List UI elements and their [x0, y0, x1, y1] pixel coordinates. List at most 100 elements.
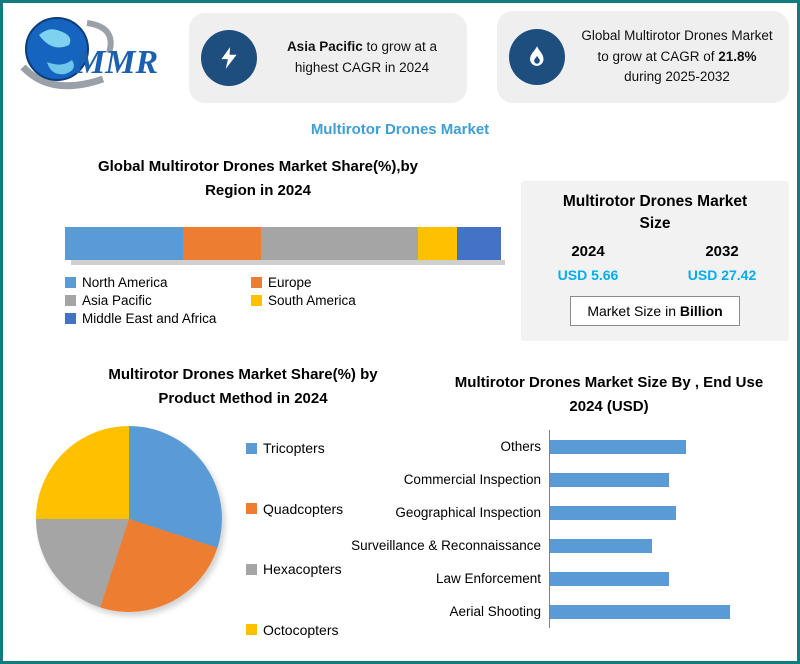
legend-item: Middle East and Africa	[65, 311, 251, 326]
market-size-value: USD 27.42	[687, 267, 757, 284]
region-chart-title: Global Multirotor Drones Market Share(%)…	[43, 155, 473, 203]
legend-label: Quadcopters	[263, 500, 344, 517]
region-bar-segment-2	[182, 227, 262, 260]
region-chart-title-line1: Global Multirotor Drones Market Share(%)…	[97, 158, 419, 175]
legend-item: Asia Pacific	[65, 293, 251, 308]
callout-bold-text: 21.8%	[718, 48, 757, 64]
legend-item: Tricopters	[246, 440, 416, 456]
region-chart-title-line2: Region in 2024	[205, 182, 311, 199]
callout-cagr-text: Global Multirotor Drones Market to grow …	[577, 26, 777, 89]
enduse-row: Commercial Inspection	[333, 463, 793, 496]
region-bar-segment-5	[457, 227, 501, 260]
year-2032-label: 2032	[705, 243, 739, 261]
logo-text: MMR	[74, 44, 158, 81]
enduse-bar-area	[549, 430, 793, 463]
region-bar-segment-1	[65, 227, 183, 260]
enduse-bar-area	[549, 496, 793, 529]
enduse-bar	[550, 571, 670, 586]
enduse-bar-chart: Others Commercial Inspection Geographical …	[333, 430, 793, 628]
market-size-value: USD 5.66	[557, 267, 619, 284]
enduse-category-label: Law Enforcement	[435, 571, 541, 586]
callout-asia-pacific-text: Asia Pacific to grow at a highest CAGR i…	[269, 37, 455, 79]
enduse-category-label: Others	[500, 439, 541, 454]
callout-rest-text: to grow at a highest CAGR in 2024	[294, 39, 438, 75]
region-legend: North America Europe Asia Pacific South Ame…	[65, 275, 485, 326]
enduse-bar-area	[549, 463, 793, 496]
legend-label: Octocopters	[263, 621, 339, 638]
legend-swatch-icon	[246, 503, 257, 515]
callout-cagr: Global Multirotor Drones Market to grow …	[497, 11, 789, 103]
legend-label: Hexacopters	[263, 561, 342, 578]
legend-item: South America	[251, 293, 485, 308]
market-size-years: 2024 2032	[521, 243, 789, 260]
enduse-row: Geographical Inspection	[333, 496, 793, 529]
enduse-chart-title: Multirotor Drones Market Size By , End U…	[423, 371, 795, 419]
flame-icon	[509, 29, 565, 85]
product-chart-title-line1: Multirotor Drones Market Share(%) by	[108, 366, 378, 383]
legend-label: Europe	[268, 275, 312, 290]
enduse-bar	[550, 538, 653, 553]
enduse-category-label: Commercial Inspection	[403, 472, 541, 487]
market-size-title: Multirotor Drones Market Size	[521, 191, 789, 234]
legend-swatch-icon	[251, 295, 262, 306]
enduse-row: Law Enforcement	[333, 562, 793, 595]
legend-swatch-icon	[65, 277, 76, 288]
legend-swatch-icon	[65, 313, 76, 324]
mmr-logo-icon: MMR	[20, 17, 158, 90]
legend-label: Middle East and Africa	[82, 311, 217, 326]
enduse-chart-title-line2: 2024 (USD)	[569, 398, 649, 415]
enduse-bar	[550, 604, 730, 619]
legend-item: Quadcopters	[246, 501, 416, 517]
legend-swatch-icon	[251, 277, 262, 288]
market-size-panel: Multirotor Drones Market Size 2024 2032 …	[521, 181, 789, 341]
market-size-values: USD 5.66 USD 27.42	[521, 267, 789, 283]
legend-label: North America	[82, 275, 168, 290]
enduse-category-label: Aerial Shooting	[449, 604, 541, 619]
product-legend: Tricopters Quadcopters Hexacopters Octocopt…	[246, 440, 416, 638]
enduse-row: Aerial Shooting	[333, 595, 793, 628]
region-stacked-bar	[65, 227, 501, 260]
mmr-logo: MMR	[11, 7, 171, 101]
enduse-category-label: Surveillance & Reconnaissance	[351, 538, 541, 553]
callout-bold-text: Asia Pacific	[286, 39, 363, 55]
market-size-title-line1: Multirotor Drones Market	[562, 193, 748, 210]
market-size-unit-bold: Billion	[679, 303, 723, 320]
callout-pre-text: Global Multirotor Drones Market to grow …	[581, 27, 773, 64]
main-title: Multirotor Drones Market	[310, 121, 490, 138]
legend-swatch-icon	[246, 442, 257, 454]
enduse-bar	[550, 472, 670, 487]
legend-item: Hexacopters	[246, 561, 416, 577]
enduse-category-label: Geographical Inspection	[395, 505, 541, 520]
enduse-bar-area	[549, 529, 793, 562]
enduse-bar	[550, 505, 677, 520]
lightning-icon	[201, 30, 257, 86]
legend-label: Asia Pacific	[82, 293, 152, 308]
legend-item: North America	[65, 275, 251, 290]
legend-swatch-icon	[246, 563, 257, 575]
enduse-bar-area	[549, 595, 793, 628]
enduse-row: Others	[333, 430, 793, 463]
region-bar-segment-3	[261, 227, 419, 260]
product-chart-title: Multirotor Drones Market Share(%) by Pro…	[33, 363, 453, 411]
enduse-bar-area	[549, 562, 793, 595]
region-bar-baseline	[71, 260, 505, 265]
callout-asia-pacific: Asia Pacific to grow at a highest CAGR i…	[189, 13, 467, 103]
market-size-title-line2: Size	[639, 214, 671, 232]
enduse-bar	[550, 439, 687, 454]
market-size-unit-text: Market Size in	[587, 303, 680, 320]
region-bar-segment-4	[418, 227, 458, 260]
legend-swatch-icon	[65, 295, 76, 306]
callout-post-text: during 2025-2032	[624, 69, 730, 85]
legend-item: Octocopters	[246, 622, 416, 638]
enduse-row: Surveillance & Reconnaissance	[333, 529, 793, 562]
legend-label: South America	[268, 293, 356, 308]
legend-item: Europe	[251, 275, 485, 290]
product-chart-title-line2: Product Method in 2024	[158, 390, 328, 407]
legend-swatch-icon	[246, 624, 257, 636]
enduse-chart-title-line1: Multirotor Drones Market Size By , End U…	[454, 374, 764, 391]
legend-label: Tricopters	[263, 440, 325, 456]
product-pie-chart	[36, 426, 222, 612]
market-size-unit-box: Market Size in Billion	[570, 296, 740, 327]
year-2024-label: 2024	[571, 243, 605, 261]
